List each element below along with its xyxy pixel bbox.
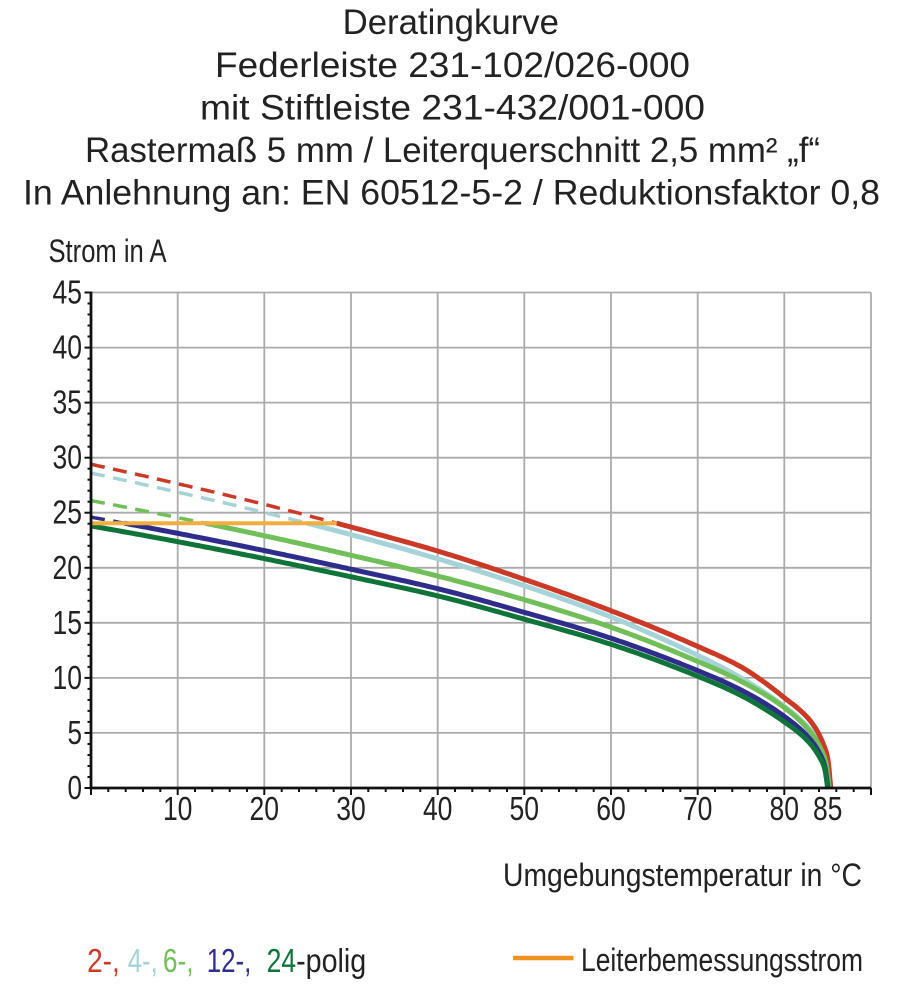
svg-text:Umgebungstemperatur in °C: Umgebungstemperatur in °C: [503, 857, 862, 893]
svg-text:Deratingkurve: Deratingkurve: [343, 3, 559, 42]
svg-text:20: 20: [53, 549, 83, 586]
svg-text:Federleiste 231-102/026-000: Federleiste 231-102/026-000: [215, 46, 690, 85]
svg-text:70: 70: [683, 790, 713, 827]
svg-text:20: 20: [250, 790, 280, 827]
svg-text:In Anlehnung an: EN 60512-5-2: In Anlehnung an: EN 60512-5-2 / Reduktio…: [23, 174, 880, 213]
svg-text:50: 50: [510, 790, 540, 827]
svg-text:-polig: -polig: [296, 942, 366, 979]
svg-text:mit Stiftleiste 231-432/001-00: mit Stiftleiste 231-432/001-000: [200, 89, 705, 128]
svg-text:6-,: 6-,: [163, 942, 194, 979]
svg-text:15: 15: [53, 604, 83, 641]
svg-text:30: 30: [53, 439, 83, 476]
svg-text:10: 10: [163, 790, 193, 827]
svg-text:25: 25: [53, 494, 83, 531]
svg-text:24: 24: [267, 942, 297, 979]
svg-text:60: 60: [596, 790, 626, 827]
svg-text:45: 45: [53, 274, 83, 311]
svg-text:Strom in A: Strom in A: [49, 233, 168, 269]
svg-text:35: 35: [53, 384, 83, 421]
svg-text:10: 10: [53, 659, 83, 696]
svg-text:4-,: 4-,: [128, 942, 158, 979]
svg-text:5: 5: [68, 714, 83, 751]
svg-text:12-,: 12-,: [207, 942, 252, 979]
svg-text:40: 40: [423, 790, 453, 827]
svg-text:80: 80: [770, 790, 800, 827]
svg-text:Rastermaß 5 mm / Leiterquersch: Rastermaß 5 mm / Leiterquerschnitt 2,5 m…: [85, 131, 820, 170]
svg-text:0: 0: [68, 769, 83, 806]
svg-text:40: 40: [53, 329, 83, 366]
svg-text:30: 30: [336, 790, 366, 827]
svg-text:2-,: 2-,: [87, 942, 120, 979]
svg-text:Leiterbemessungsstrom: Leiterbemessungsstrom: [581, 942, 863, 978]
svg-text:85: 85: [813, 790, 843, 827]
